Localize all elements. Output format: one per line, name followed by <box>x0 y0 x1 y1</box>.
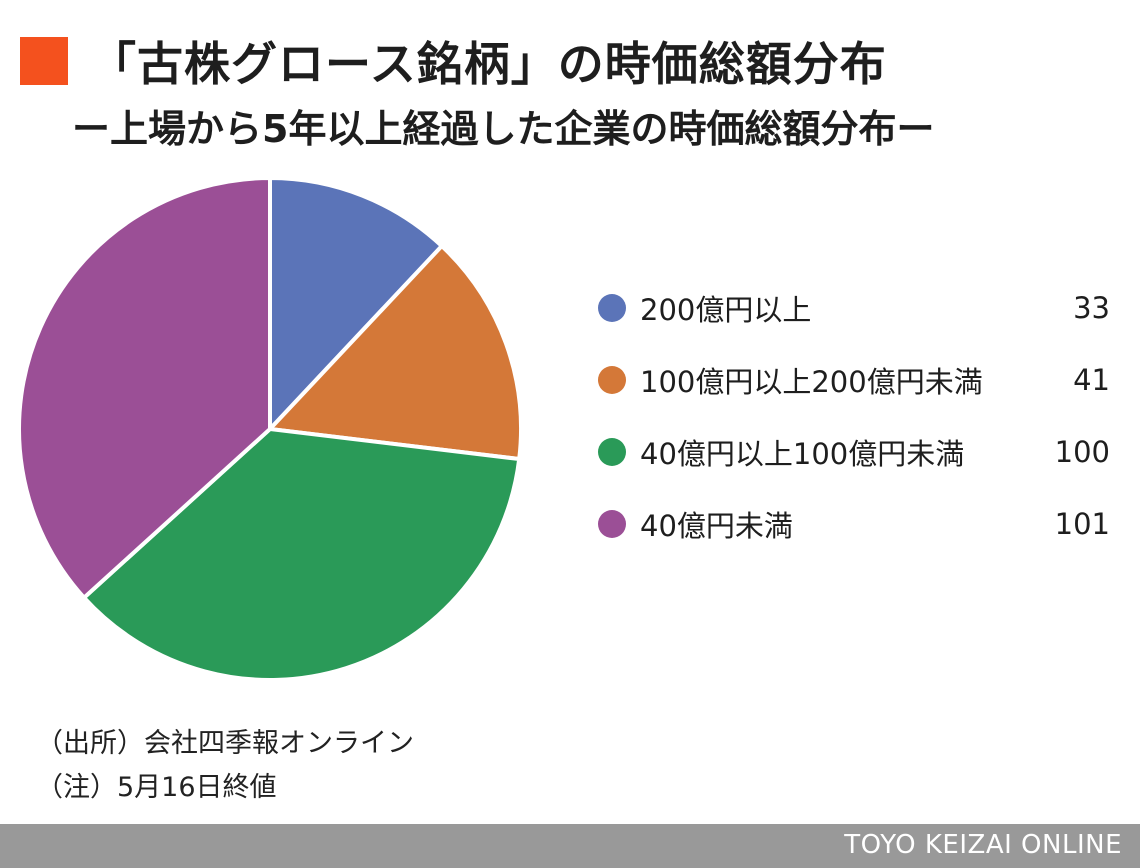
footer-brand: TOYO KEIZAI ONLINE <box>844 830 1122 860</box>
title-marker <box>20 37 68 85</box>
date-note: （注）5月16日終値 <box>36 772 277 803</box>
pie-chart <box>17 176 523 682</box>
legend-item: 40億円未満 101 <box>598 488 1118 560</box>
legend-item: 100億円以上200億円未満 41 <box>598 344 1118 416</box>
legend-label: 40億円以上100億円未満 <box>640 437 965 471</box>
pie-slice-3 <box>82 427 522 682</box>
legend-dot <box>598 294 626 322</box>
source-note: （出所）会社四季報オンライン <box>36 728 414 759</box>
legend-dot <box>598 510 626 538</box>
chart-subtitle: ー上場から5年以上経過した企業の時価総額分布ー <box>72 107 935 151</box>
footer-bar: TOYO KEIZAI ONLINE <box>0 824 1140 868</box>
legend-item: 200億円以上 33 <box>598 272 1118 344</box>
notes: （出所）会社四季報オンライン （注）5月16日終値 <box>36 722 414 810</box>
title-row: 「古株グロース銘柄」の時価総額分布 <box>20 28 887 94</box>
legend-value: 41 <box>1073 363 1110 397</box>
legend-value: 33 <box>1073 291 1110 325</box>
legend-label: 100億円以上200億円未満 <box>640 365 983 399</box>
legend-value: 101 <box>1054 507 1110 541</box>
pie-slice-4 <box>17 176 272 600</box>
legend-dot <box>598 366 626 394</box>
legend-label: 40億円未満 <box>640 509 793 543</box>
chart-title: 「古株グロース銘柄」の時価総額分布 <box>90 37 887 91</box>
pie-slice-1 <box>268 176 444 431</box>
pie-slice-2 <box>268 244 523 462</box>
legend-label: 200億円以上 <box>640 293 812 327</box>
legend-dot <box>598 438 626 466</box>
legend-item: 40億円以上100億円未満 100 <box>598 416 1118 488</box>
legend-value: 100 <box>1054 435 1110 469</box>
legend: 200億円以上 33 100億円以上200億円未満 41 40億円以上100億円未満 10… <box>598 272 1118 560</box>
